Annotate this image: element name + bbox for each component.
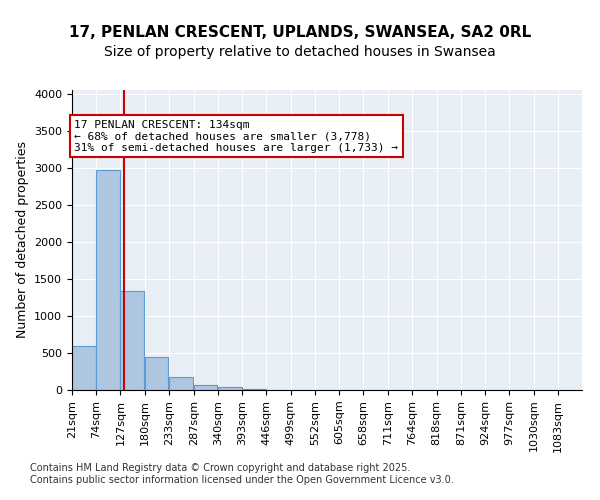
Bar	[194, 385, 217, 390]
Bar	[242, 388, 266, 390]
Text: 17 PENLAN CRESCENT: 134sqm
← 68% of detached houses are smaller (3,778)
31% of s: 17 PENLAN CRESCENT: 134sqm ← 68% of deta…	[74, 120, 398, 153]
Bar	[72, 346, 96, 390]
Y-axis label: Number of detached properties: Number of detached properties	[16, 142, 29, 338]
Bar	[218, 387, 242, 390]
Bar	[169, 377, 193, 390]
Bar	[96, 170, 120, 390]
Text: Contains HM Land Registry data © Crown copyright and database right 2025.
Contai: Contains HM Land Registry data © Crown c…	[30, 464, 454, 485]
Text: 17, PENLAN CRESCENT, UPLANDS, SWANSEA, SA2 0RL: 17, PENLAN CRESCENT, UPLANDS, SWANSEA, S…	[69, 25, 531, 40]
Text: Size of property relative to detached houses in Swansea: Size of property relative to detached ho…	[104, 45, 496, 59]
Bar	[145, 358, 169, 390]
Bar	[121, 290, 144, 390]
